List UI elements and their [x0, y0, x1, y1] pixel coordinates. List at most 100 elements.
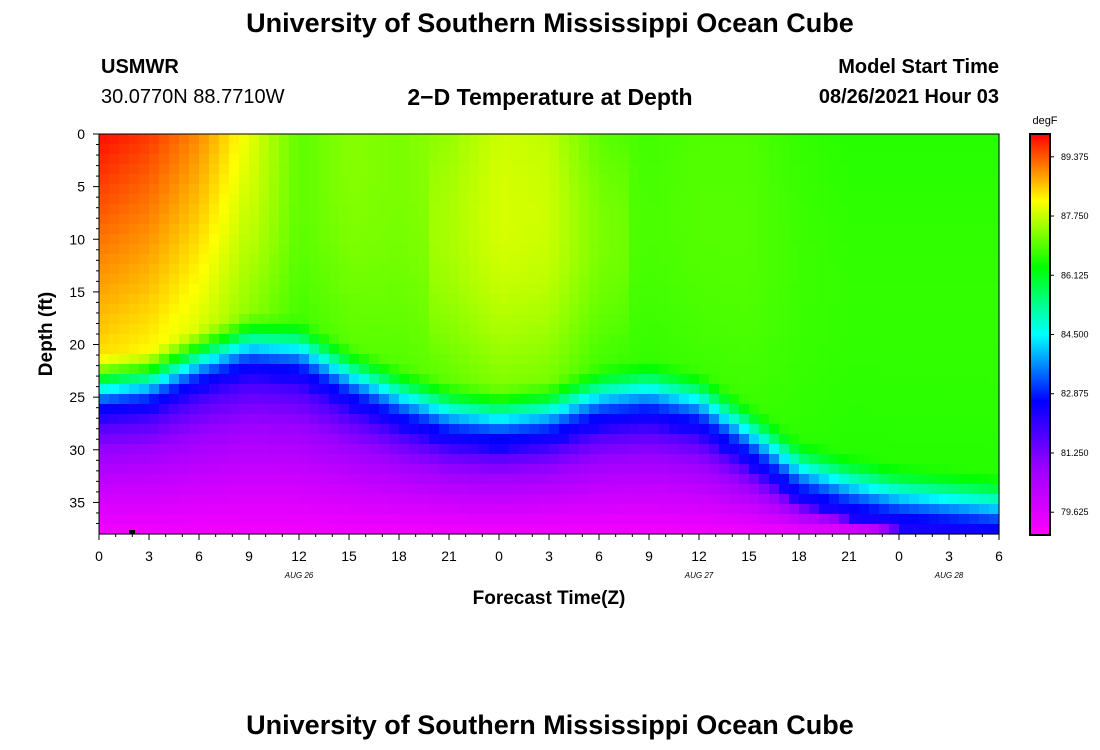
heatmap-cell — [239, 354, 250, 365]
heatmap-cell — [939, 424, 950, 435]
heatmap-cell — [219, 184, 230, 195]
heatmap-cell — [679, 304, 690, 315]
heatmap-cell — [449, 374, 460, 385]
heatmap-cell — [929, 434, 940, 445]
heatmap-cell — [989, 314, 1000, 325]
heatmap-cell — [759, 324, 770, 335]
heatmap-cell — [499, 474, 510, 485]
heatmap-cell — [439, 274, 450, 285]
heatmap-cell — [819, 224, 830, 235]
heatmap-cell — [139, 184, 150, 195]
heatmap-cell — [709, 474, 720, 485]
heatmap-cell — [569, 184, 580, 195]
heatmap-cell — [809, 154, 820, 165]
heatmap-cell — [269, 214, 280, 225]
heatmap-cell — [199, 254, 210, 265]
heatmap-cell — [829, 514, 840, 525]
heatmap-cell — [529, 524, 540, 535]
heatmap-cell — [679, 514, 690, 525]
heatmap-cell — [389, 404, 400, 415]
heatmap-cell — [859, 134, 870, 145]
heatmap-cell — [939, 494, 950, 505]
heatmap-cell — [509, 154, 520, 165]
heatmap-cell — [729, 404, 740, 415]
heatmap-cell — [629, 474, 640, 485]
heatmap-cell — [439, 244, 450, 255]
heatmap-cell — [149, 214, 160, 225]
heatmap-cell — [119, 374, 130, 385]
heatmap-cell — [919, 164, 930, 175]
heatmap-cell — [659, 344, 670, 355]
heatmap-cell — [529, 164, 540, 175]
heatmap-cell — [859, 214, 870, 225]
heatmap-cell — [689, 304, 700, 315]
heatmap-cell — [309, 134, 320, 145]
heatmap-cell — [569, 244, 580, 255]
heatmap-cell — [259, 214, 270, 225]
heatmap-cell — [209, 444, 220, 455]
heatmap-cell — [589, 194, 600, 205]
heatmap-cell — [879, 234, 890, 245]
heatmap-cell — [189, 524, 200, 535]
heatmap-cell — [609, 174, 620, 185]
heatmap-cell — [909, 454, 920, 465]
heatmap-cell — [159, 254, 170, 265]
heatmap-cell — [949, 324, 960, 335]
heatmap-cell — [789, 224, 800, 235]
heatmap-cell — [919, 354, 930, 365]
heatmap-cell — [169, 274, 180, 285]
heatmap-cell — [309, 444, 320, 455]
heatmap-cell — [919, 414, 930, 425]
heatmap-cell — [199, 474, 210, 485]
heatmap-cell — [199, 144, 210, 155]
heatmap-cell — [709, 424, 720, 435]
heatmap-cell — [799, 194, 810, 205]
heatmap-cell — [769, 364, 780, 375]
heatmap-cell — [259, 194, 270, 205]
heatmap-cell — [909, 464, 920, 475]
heatmap-cell — [789, 464, 800, 475]
heatmap-cell — [289, 294, 300, 305]
heatmap-cell — [759, 404, 770, 415]
heatmap-cell — [259, 234, 270, 245]
heatmap-cell — [209, 204, 220, 215]
heatmap-cell — [509, 284, 520, 295]
heatmap-cell — [849, 414, 860, 425]
heatmap-cell — [359, 244, 370, 255]
heatmap-cell — [859, 454, 870, 465]
heatmap-cell — [259, 484, 270, 495]
heatmap-cell — [779, 324, 790, 335]
heatmap-cell — [189, 364, 200, 375]
heatmap-cell — [839, 424, 850, 435]
heatmap-cell — [389, 294, 400, 305]
heatmap-cell — [399, 264, 410, 275]
heatmap-cell — [629, 374, 640, 385]
heatmap-cell — [829, 204, 840, 215]
heatmap-cell — [919, 314, 930, 325]
heatmap-cell — [319, 204, 330, 215]
heatmap-cell — [849, 184, 860, 195]
heatmap-cell — [109, 244, 120, 255]
heatmap-cell — [539, 484, 550, 495]
heatmap-cell — [509, 194, 520, 205]
heatmap-cell — [639, 184, 650, 195]
heatmap-cell — [179, 134, 190, 145]
heatmap-cell — [129, 474, 140, 485]
heatmap-cell — [129, 134, 140, 145]
heatmap-cell — [359, 174, 370, 185]
heatmap-cell — [709, 384, 720, 395]
heatmap-cell — [109, 294, 120, 305]
heatmap-cell — [979, 364, 990, 375]
heatmap-cell — [469, 374, 480, 385]
heatmap-cell — [579, 134, 590, 145]
heatmap-cell — [839, 194, 850, 205]
heatmap-cell — [379, 294, 390, 305]
heatmap-cell — [729, 444, 740, 455]
heatmap-cell — [979, 374, 990, 385]
heatmap-cell — [779, 344, 790, 355]
heatmap-cell — [429, 444, 440, 455]
heatmap-cell — [199, 384, 210, 395]
heatmap-cell — [159, 154, 170, 165]
heatmap-cell — [99, 484, 110, 495]
heatmap-cell — [899, 224, 910, 235]
